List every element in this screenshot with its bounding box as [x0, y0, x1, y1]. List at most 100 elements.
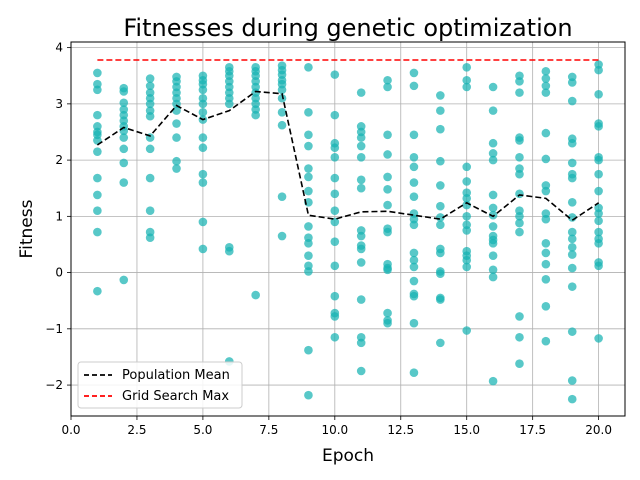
- x-tick-label: 10.0: [321, 423, 348, 437]
- population-point: [436, 106, 445, 115]
- population-point: [330, 189, 340, 199]
- population-point: [594, 334, 603, 343]
- population-point: [488, 190, 498, 200]
- population-point: [488, 106, 498, 115]
- x-tick-label: 20.0: [585, 423, 612, 437]
- population-point: [330, 173, 340, 183]
- population-point: [409, 130, 419, 140]
- population-point: [567, 173, 577, 183]
- population-point: [93, 227, 102, 237]
- population-point: [356, 175, 366, 185]
- population-point: [567, 242, 577, 252]
- population-point: [515, 77, 524, 86]
- population-point: [488, 376, 498, 386]
- population-point: [462, 255, 472, 265]
- population-point: [356, 295, 366, 304]
- population-point: [462, 262, 472, 272]
- population-point: [356, 366, 366, 376]
- population-point: [436, 248, 445, 258]
- population-point: [145, 173, 155, 183]
- population-point: [462, 200, 472, 210]
- population-point: [594, 155, 603, 165]
- population-point: [93, 190, 102, 200]
- population-point: [462, 226, 472, 235]
- population-point: [93, 206, 102, 216]
- population-point: [409, 220, 419, 230]
- population-point: [198, 217, 208, 227]
- population-point: [567, 234, 577, 244]
- population-point: [304, 390, 313, 400]
- population-point: [541, 275, 551, 284]
- legend: Population Mean Grid Search Max: [77, 361, 243, 409]
- population-point: [409, 162, 419, 172]
- population-point: [594, 227, 603, 237]
- population-point: [594, 216, 603, 226]
- population-point: [383, 227, 392, 237]
- population-point: [93, 110, 102, 120]
- population-point: [119, 178, 129, 187]
- population-point: [409, 248, 419, 258]
- population-point: [409, 255, 419, 265]
- population-point: [145, 111, 155, 121]
- population-point: [198, 178, 208, 187]
- population-point: [515, 312, 524, 321]
- population-point: [356, 244, 366, 254]
- population-point: [383, 75, 392, 85]
- population-point: [383, 82, 392, 92]
- population-point: [594, 209, 603, 218]
- population-point: [515, 189, 524, 199]
- population-point: [541, 186, 551, 196]
- population-point: [594, 186, 603, 196]
- population-point: [462, 212, 472, 221]
- population-mean-line: [96, 90, 600, 222]
- y-tick-label: 0: [55, 266, 63, 280]
- population-point: [541, 302, 551, 311]
- population-point: [330, 237, 340, 246]
- population-point: [594, 169, 603, 179]
- population-point: [356, 133, 366, 142]
- population-point: [383, 265, 392, 275]
- population-point: [383, 318, 392, 328]
- population-point: [567, 227, 577, 237]
- population-points: [93, 60, 603, 404]
- population-point: [93, 68, 102, 78]
- population-point: [251, 110, 260, 120]
- population-point: [567, 394, 577, 404]
- y-tick-label: −1: [45, 322, 63, 336]
- population-point: [93, 286, 102, 296]
- population-point: [515, 212, 524, 221]
- population-point: [594, 65, 603, 75]
- population-point: [330, 70, 340, 79]
- y-tick-label: 4: [55, 41, 63, 55]
- population-point: [488, 203, 498, 213]
- population-point: [383, 150, 392, 159]
- population-point: [594, 261, 603, 271]
- population-point: [462, 177, 472, 186]
- population-point: [409, 368, 419, 377]
- population-point: [541, 81, 551, 91]
- population-point: [304, 239, 313, 248]
- population-point: [383, 308, 392, 318]
- population-point: [198, 99, 208, 109]
- population-point: [488, 82, 498, 92]
- population-point: [515, 136, 524, 145]
- population-point: [330, 143, 340, 153]
- population-point: [145, 81, 155, 91]
- y-tick-label: 1: [55, 209, 63, 223]
- population-point: [356, 231, 366, 241]
- population-point: [462, 63, 472, 72]
- x-axis-ticks: 0.0 2.5 5.0 7.5 10.0 12.5 15.0 17.5 20.0: [61, 416, 612, 437]
- population-point: [356, 152, 366, 162]
- population-point: [567, 78, 577, 87]
- population-point: [383, 172, 392, 182]
- population-point: [304, 172, 313, 182]
- population-point: [462, 194, 472, 203]
- population-point: [277, 85, 287, 95]
- population-point: [304, 108, 313, 117]
- plot-frame: [70, 41, 626, 417]
- population-point: [541, 154, 551, 164]
- population-point: [356, 88, 366, 97]
- population-point: [93, 173, 102, 183]
- population-point: [515, 359, 524, 368]
